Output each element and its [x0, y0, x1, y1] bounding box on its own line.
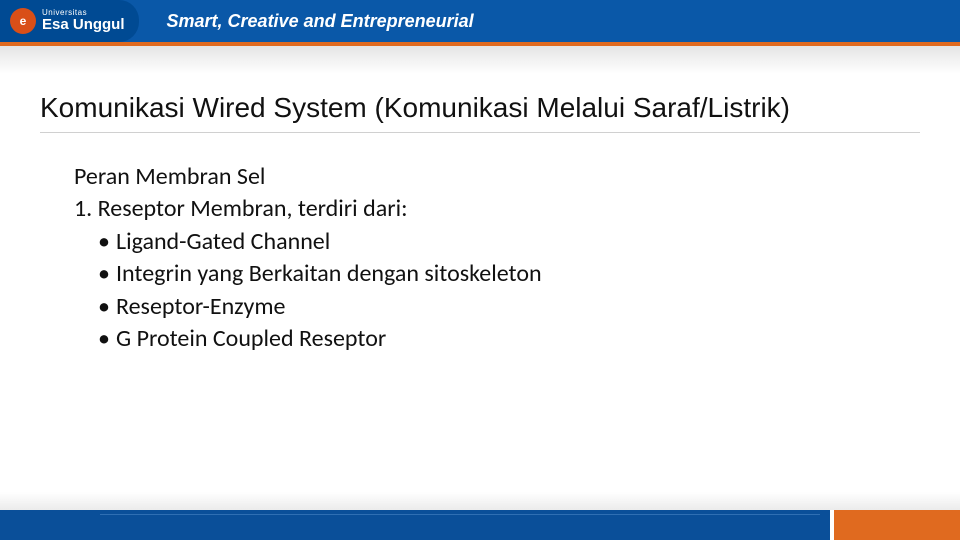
list-item: • Ligand-Gated Channel [98, 226, 920, 258]
logo-area: e Universitas Esa Unggul [0, 0, 139, 42]
footer-shadow [0, 492, 960, 510]
bullet-dot-icon: • [98, 258, 116, 290]
list-item-label: Ligand-Gated Channel [116, 226, 330, 258]
slide-body: Peran Membran Sel 1. Reseptor Membran, t… [74, 161, 920, 355]
slide-content: Komunikasi Wired System (Komunikasi Mela… [0, 74, 960, 355]
logo-text: Universitas Esa Unggul [42, 9, 125, 33]
list-item-label: Integrin yang Berkaitan dengan sitoskele… [116, 258, 542, 290]
bullet-dot-icon: • [98, 323, 116, 355]
bullet-list: • Ligand-Gated Channel • Integrin yang B… [98, 226, 920, 356]
logo-badge-icon: e [10, 8, 36, 34]
logo-main-text: Esa Unggul [42, 17, 125, 33]
header-shadow [0, 46, 960, 74]
list-item: • G Protein Coupled Reseptor [98, 323, 920, 355]
body-numbered: 1. Reseptor Membran, terdiri dari: [74, 193, 920, 225]
list-item-label: G Protein Coupled Reseptor [116, 323, 386, 355]
footer-inner-line [100, 514, 820, 515]
footer-accent [830, 510, 960, 540]
logo-letter: e [20, 14, 27, 28]
list-item-label: Reseptor-Enzyme [116, 291, 285, 323]
bullet-dot-icon: • [98, 226, 116, 258]
header-tagline: Smart, Creative and Entrepreneurial [167, 11, 474, 32]
body-heading: Peran Membran Sel [74, 161, 920, 193]
footer [0, 492, 960, 540]
header-bar: e Universitas Esa Unggul Smart, Creative… [0, 0, 960, 42]
list-item: • Reseptor-Enzyme [98, 291, 920, 323]
slide-title: Komunikasi Wired System (Komunikasi Mela… [40, 74, 920, 133]
list-item: • Integrin yang Berkaitan dengan sitoske… [98, 258, 920, 290]
bullet-dot-icon: • [98, 291, 116, 323]
